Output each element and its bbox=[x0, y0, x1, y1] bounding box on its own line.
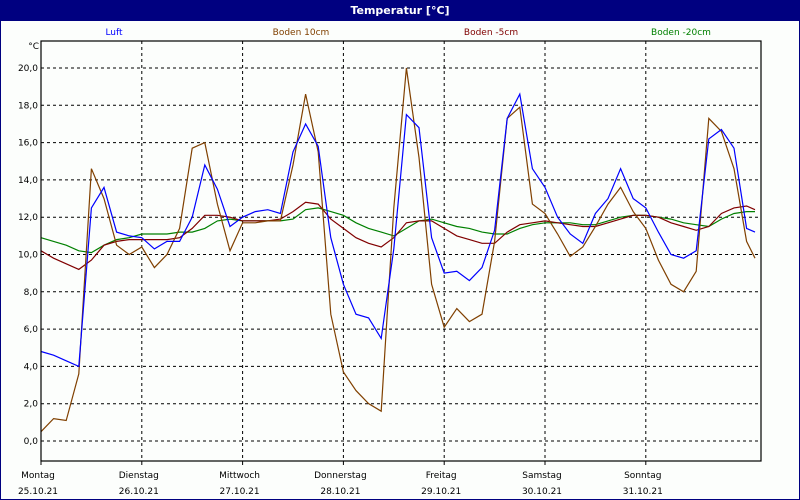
x-tick-date: 26.10.21 bbox=[119, 487, 159, 497]
y-tick-label: 12,0 bbox=[18, 213, 38, 223]
x-tick-day: Montag bbox=[21, 471, 55, 481]
y-tick-label: 2,0 bbox=[24, 400, 39, 410]
y-tick-label: 20,0 bbox=[18, 64, 38, 74]
legend-item: Boden -20cm bbox=[651, 28, 711, 38]
x-tick-date: 30.10.21 bbox=[522, 487, 562, 497]
x-tick-day: Donnerstag bbox=[314, 471, 367, 481]
legend-item: Boden -5cm bbox=[464, 28, 518, 38]
legend: Luft Boden 10cm Boden -5cm Boden -20cm bbox=[105, 28, 711, 38]
y-tick-label: 6,0 bbox=[24, 325, 39, 335]
grid bbox=[41, 41, 761, 461]
x-tick-date: 31.10.21 bbox=[623, 487, 663, 497]
y-tick-label: 16,0 bbox=[18, 139, 38, 149]
series-line-boden--5cm bbox=[40, 201, 756, 271]
legend-item: Boden 10cm bbox=[273, 28, 330, 38]
series-lines bbox=[40, 67, 756, 433]
plot-frame bbox=[40, 40, 762, 462]
y-tick-label: 4,0 bbox=[24, 362, 39, 372]
x-tick-day: Mittwoch bbox=[219, 471, 260, 481]
series-line-luft bbox=[40, 92, 756, 368]
y-ticks: 0,0 2,0 4,0 6,0 8,0 10,0 12,0 14,0 16,0 18,0 20,0 bbox=[18, 64, 38, 447]
x-tick-date: 27.10.21 bbox=[220, 487, 260, 497]
x-tick-day: Samstag bbox=[522, 471, 561, 481]
y-axis-label: °C bbox=[28, 42, 39, 52]
y-tick-label: 0,0 bbox=[24, 437, 39, 447]
y-tick-label: 8,0 bbox=[24, 288, 39, 298]
x-tick-day: Sonntag bbox=[624, 471, 661, 481]
x-tick-day: Dienstag bbox=[119, 471, 159, 481]
y-tick-label: 14,0 bbox=[18, 176, 38, 186]
y-tick-label: 10,0 bbox=[18, 251, 38, 261]
x-ticks: Montag 25.10.21 Dienstag 26.10.21 Mittwoch 27… bbox=[18, 461, 663, 497]
x-tick-date: 29.10.21 bbox=[421, 487, 461, 497]
series-line-boden--20cm bbox=[40, 207, 755, 254]
series-line-boden-10cm bbox=[40, 67, 756, 433]
y-tick-label: 18,0 bbox=[18, 101, 38, 111]
x-tick-date: 25.10.21 bbox=[18, 487, 58, 497]
x-tick-day: Freitag bbox=[426, 471, 457, 481]
x-tick-date: 28.10.21 bbox=[320, 487, 360, 497]
legend-item: Luft bbox=[105, 28, 123, 38]
window-title: Temperatur [°C] bbox=[1, 1, 799, 21]
